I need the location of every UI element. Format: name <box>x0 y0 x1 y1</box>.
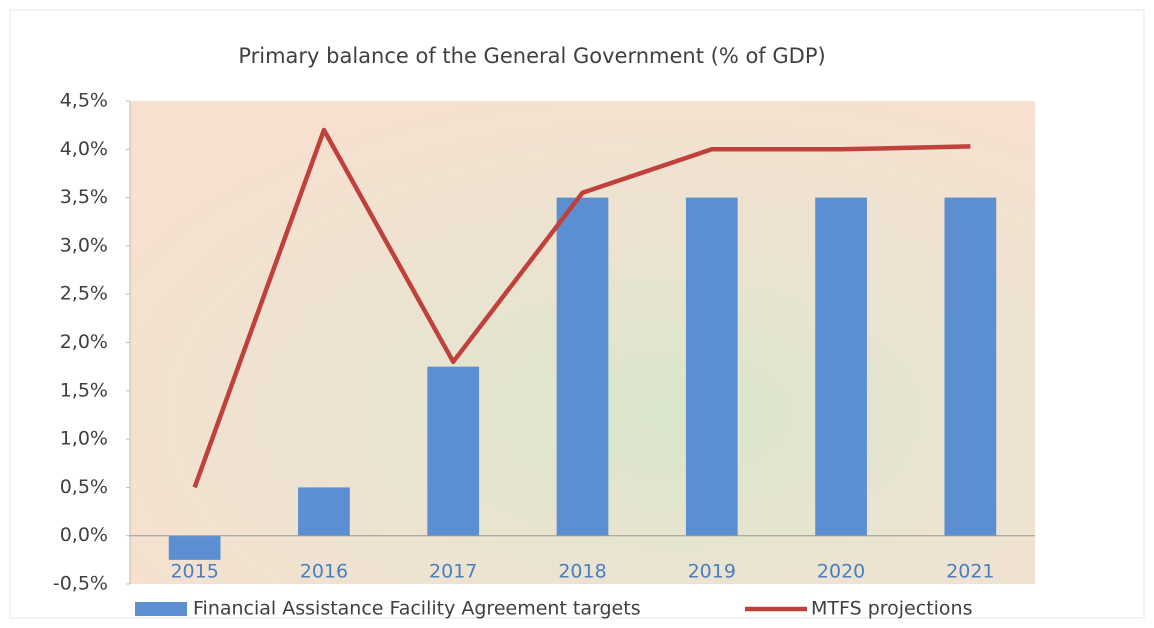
y-tick-label: 4,0% <box>60 138 108 160</box>
legend-label: MTFS projections <box>811 598 972 620</box>
x-tick-label: 2016 <box>300 561 348 583</box>
y-tick-label: 2,0% <box>60 331 108 353</box>
x-tick-label: 2021 <box>946 561 994 583</box>
bar <box>815 197 867 536</box>
y-tick-label: 4,5% <box>60 90 108 112</box>
y-tick-label: 3,5% <box>60 186 108 208</box>
bar <box>685 197 738 536</box>
y-tick-label: -0,5% <box>53 573 108 595</box>
x-tick-label: 2015 <box>170 561 218 583</box>
chart-title: Primary balance of the General Governmen… <box>238 44 825 68</box>
y-tick-label: 0,0% <box>60 524 108 546</box>
legend-swatch <box>135 602 187 616</box>
bar <box>944 197 997 536</box>
bar <box>168 535 221 560</box>
line <box>192 127 971 489</box>
y-tick-label: 0,5% <box>60 476 108 498</box>
x-tick-label: 2020 <box>817 561 865 583</box>
legend-label: Financial Assistance Facility Agreement … <box>193 598 641 620</box>
y-tick-label: 1,5% <box>60 379 108 401</box>
x-tick-label: 2019 <box>688 561 736 583</box>
y-tick-label: 2,5% <box>60 283 108 305</box>
y-tick-label: 1,0% <box>60 428 108 450</box>
x-tick-label: 2018 <box>558 561 606 583</box>
y-tick-label: 3,0% <box>60 234 108 256</box>
bar <box>427 366 480 536</box>
x-tick-label: 2017 <box>429 561 477 583</box>
bar <box>298 487 350 536</box>
bar <box>556 197 609 536</box>
